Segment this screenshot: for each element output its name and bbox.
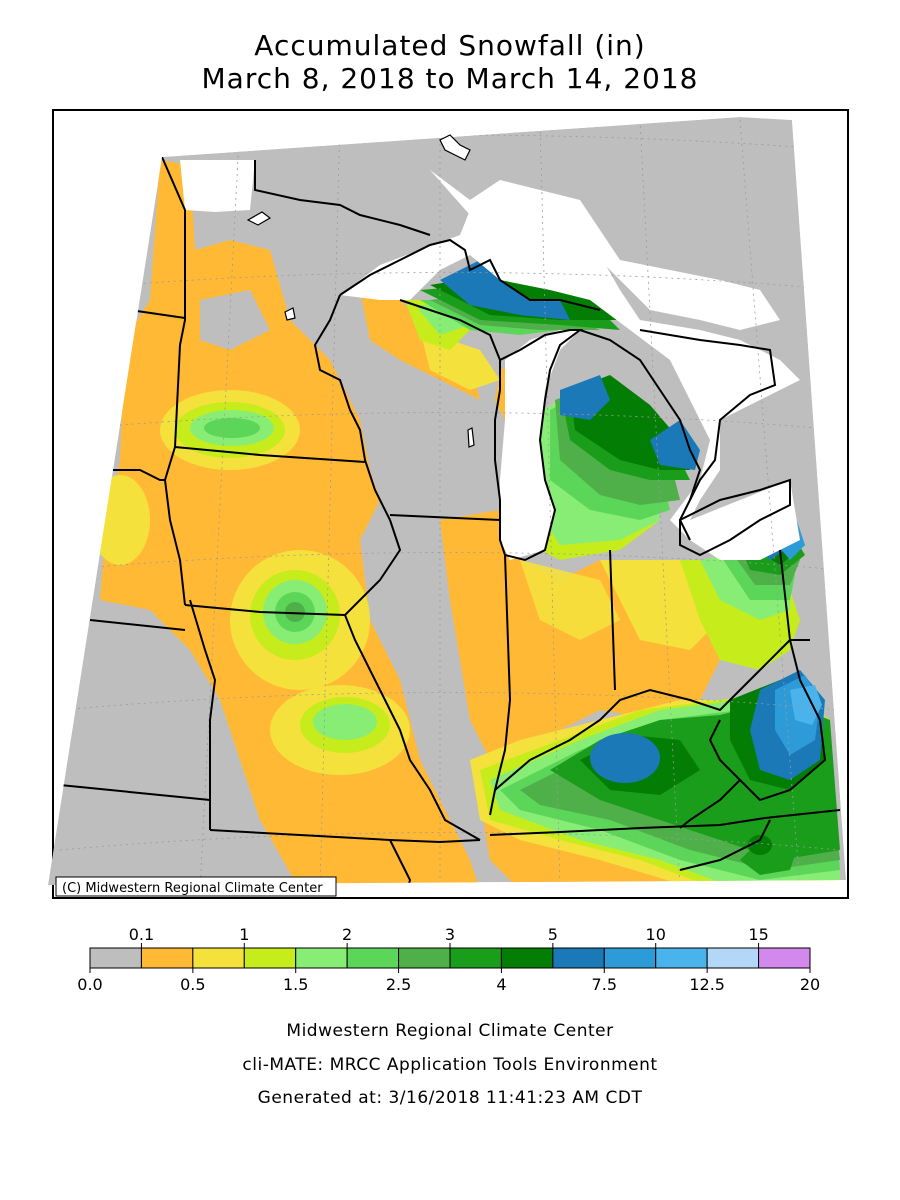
legend-top-label: 15 — [748, 925, 768, 944]
legend: 0.1 1 2 3 5 10 15 0.0 0.5 1.5 2.5 4 7.5 12.5 20 — [77, 925, 820, 994]
legend-swatch — [500, 947, 554, 969]
legend-swatch — [89, 947, 142, 969]
footer-tool: cli-MATE: MRCC Application Tools Environ… — [242, 1055, 658, 1075]
legend-bottom-label: 2.5 — [386, 975, 411, 994]
snowfall-field — [48, 117, 846, 885]
legend-bottom-label: 20 — [800, 975, 820, 994]
map-title: Accumulated Snowfall (in) — [254, 29, 646, 62]
legend-top-label: 0.1 — [129, 925, 154, 944]
legend-top-label: 1 — [239, 925, 249, 944]
copyright-box — [55, 876, 337, 897]
legend-top-label: 3 — [445, 925, 455, 944]
legend-bottom-label: 12.5 — [689, 975, 725, 994]
legend-bottom-label: 7.5 — [592, 975, 617, 994]
footer-org: Midwestern Regional Climate Center — [286, 1021, 614, 1041]
legend-swatch — [552, 947, 605, 969]
legend-top-label: 10 — [646, 925, 666, 944]
legend-top-label: 2 — [342, 925, 352, 944]
map-subtitle: March 8, 2018 to March 14, 2018 — [201, 62, 699, 95]
legend-bottom-label: 0.5 — [180, 975, 205, 994]
legend-bottom-label: 1.5 — [283, 975, 308, 994]
islands — [246, 134, 475, 448]
state-boundaries — [59, 156, 841, 885]
legend-top-label: 5 — [548, 925, 558, 944]
legend-swatch — [655, 947, 708, 969]
legend-swatch — [346, 947, 400, 969]
copyright-text: (C) Midwestern Regional Climate Center — [62, 881, 323, 896]
legend-swatch — [140, 947, 194, 969]
legend-bottom-label: 0.0 — [77, 975, 102, 994]
legend-swatch — [243, 947, 297, 969]
legend-swatch — [192, 947, 245, 969]
legend-swatch — [706, 947, 760, 969]
legend-swatch — [758, 947, 811, 969]
legend-bottom-label: 4 — [496, 975, 506, 994]
legend-swatch — [295, 947, 348, 969]
footer-timestamp: Generated at: 3/16/2018 11:41:23 AM CDT — [257, 1088, 643, 1108]
legend-swatch — [398, 947, 451, 969]
legend-swatch — [603, 947, 657, 969]
legend-swatch — [449, 947, 502, 969]
graticule — [59, 119, 841, 885]
